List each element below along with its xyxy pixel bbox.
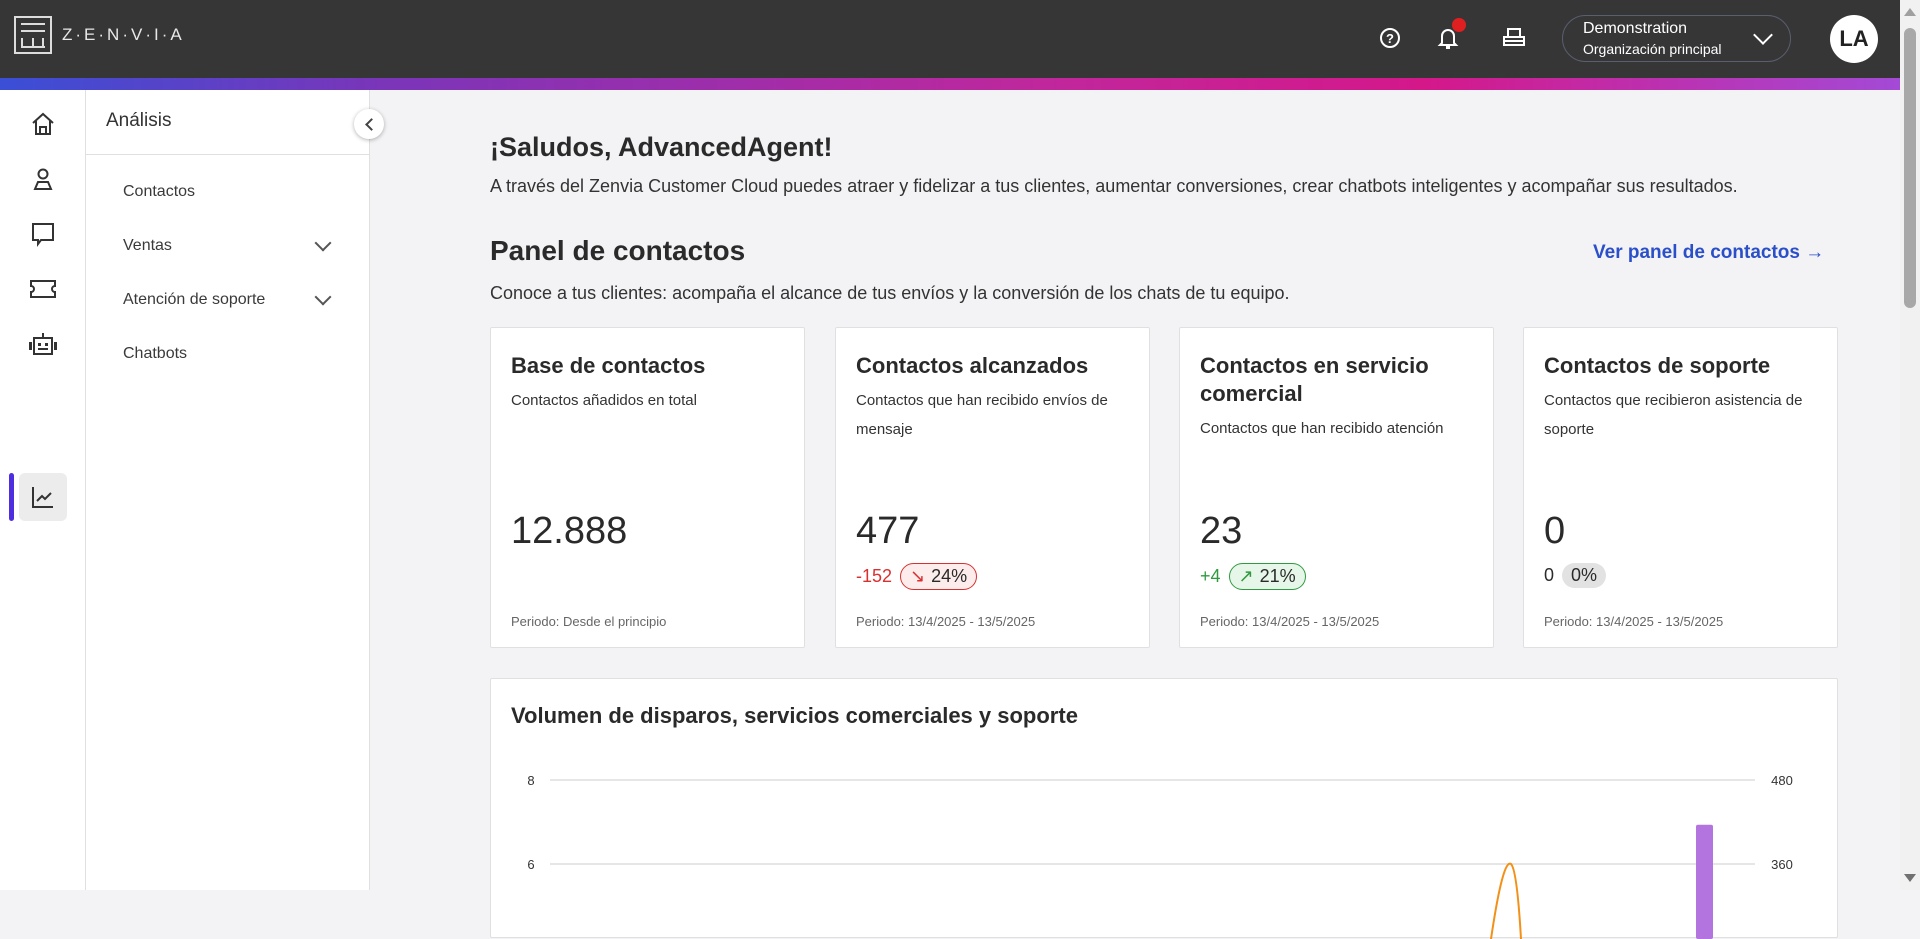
- card-title: Contactos en servicio comercial: [1200, 353, 1429, 406]
- zenvia-logo[interactable]: Z·E·N·V·I·A: [14, 16, 185, 54]
- y-left-tick-label: 6: [527, 857, 534, 872]
- card-period: Periodo: 13/4/2025 - 13/5/2025: [1200, 614, 1380, 629]
- home-icon[interactable]: [19, 100, 67, 148]
- analytics-icon[interactable]: [19, 473, 67, 521]
- y-right-tick-label: 480: [1771, 773, 1793, 788]
- scroll-down-icon[interactable]: [1904, 874, 1916, 882]
- avatar[interactable]: LA: [1830, 15, 1878, 63]
- trend-badge: ↗ 21%: [1228, 563, 1306, 590]
- trend-badge: 0%: [1562, 563, 1607, 588]
- scrollbar-thumb[interactable]: [1904, 28, 1916, 308]
- sidebar-item-ventas[interactable]: Ventas: [86, 219, 369, 273]
- card-title: Contactos alcanzados: [856, 353, 1089, 378]
- bell-icon[interactable]: [1434, 18, 1466, 52]
- card-value: 0: [1544, 510, 1566, 552]
- trend-badge: ↘ 24%: [900, 563, 978, 590]
- contact-icon[interactable]: [19, 155, 67, 203]
- card-value: 23: [1200, 510, 1243, 552]
- chevron-left-icon: [364, 117, 378, 131]
- printer-icon[interactable]: [1500, 24, 1528, 52]
- volume-chart: 8 480 6 360: [527, 773, 1793, 939]
- card-period: Periodo: 13/4/2025 - 13/5/2025: [856, 614, 1036, 629]
- card-description: Contactos que recibieron asistencia de s…: [1544, 392, 1803, 438]
- card-description: Contactos añadidos en total: [511, 392, 697, 409]
- card-delta: +4: [1200, 566, 1221, 586]
- card-period: Periodo: 13/4/2025 - 13/5/2025: [1544, 614, 1724, 629]
- volume-chart-card: Volumen de disparos, servicios comercial…: [490, 678, 1838, 939]
- sidebar-item-label: Chatbots: [123, 345, 188, 362]
- chart-title: Volumen de disparos, servicios comercial…: [511, 703, 1078, 728]
- sidebar-item-atencion-soporte[interactable]: Atención de soporte: [86, 273, 369, 327]
- gradient-divider: [0, 78, 1900, 90]
- chevron-down-icon: [314, 288, 332, 306]
- sidebar-item-label: Contactos: [123, 183, 196, 200]
- organization-selector[interactable]: Demonstration Organización principal: [1562, 15, 1791, 62]
- logo-mark-icon: [14, 16, 52, 54]
- sidebar-item-label: Ventas: [123, 237, 172, 254]
- top-bar: Z·E·N·V·I·A ? Demonstration Organización…: [0, 0, 1900, 78]
- sidebar-item-chatbots[interactable]: Chatbots: [86, 327, 369, 381]
- org-sub: Organización principal: [1583, 41, 1722, 57]
- view-contacts-panel-link[interactable]: Ver panel de contactos →: [1593, 242, 1825, 263]
- sidebar-title: Análisis: [86, 90, 369, 155]
- trend-percent: 0%: [1571, 565, 1598, 585]
- card-delta: -152: [856, 566, 893, 586]
- card-contactos-servicio-comercial: Contactos en servicio comercial Contacto…: [1179, 327, 1494, 648]
- help-icon[interactable]: ?: [1376, 24, 1404, 52]
- scroll-up-icon[interactable]: [1904, 8, 1916, 16]
- greeting-subtitle: A través del Zenvia Customer Cloud puede…: [490, 176, 1738, 196]
- brand-name: Z·E·N·V·I·A: [62, 25, 185, 44]
- card-contactos-soporte: Contactos de soporte Contactos que recib…: [1523, 327, 1838, 648]
- notification-badge: [1452, 18, 1466, 32]
- card-delta: 0: [1544, 565, 1555, 585]
- card-value: 12.888: [511, 510, 628, 552]
- card-title: Contactos de soporte: [1544, 353, 1771, 378]
- greeting-title: ¡Saludos, AdvancedAgent!: [490, 132, 833, 162]
- card-description: Contactos que han recibido atención: [1200, 420, 1444, 437]
- card-description: Contactos que han recibido envíos de men…: [856, 392, 1108, 438]
- sidebar-item-label: Atención de soporte: [123, 291, 266, 308]
- chevron-down-icon: [314, 234, 332, 252]
- card-title: Base de contactos: [511, 353, 706, 378]
- card-base-contactos: Base de contactos Contactos añadidos en …: [490, 327, 805, 648]
- collapse-sidebar-button[interactable]: [354, 109, 384, 139]
- scrollbar[interactable]: [1900, 0, 1920, 890]
- trend-percent: 24%: [931, 566, 968, 586]
- arrow-down-right-icon: ↘: [910, 566, 926, 586]
- chat-icon[interactable]: [19, 210, 67, 258]
- org-name: Demonstration: [1583, 20, 1688, 37]
- svg-text:?: ?: [1386, 31, 1394, 46]
- sidebar: Análisis Contactos Ventas Atención de so…: [86, 90, 370, 890]
- ticket-icon[interactable]: [19, 265, 67, 313]
- chart-line: [1490, 862, 1522, 939]
- panel-description: Conoce a tus clientes: acompaña el alcan…: [490, 283, 1290, 303]
- y-left-tick-label: 8: [527, 773, 534, 788]
- card-contactos-alcanzados: Contactos alcanzados Contactos que han r…: [835, 327, 1150, 648]
- active-indicator: [9, 473, 14, 521]
- panel-title: Panel de contactos: [490, 235, 746, 266]
- sidebar-item-contactos[interactable]: Contactos: [86, 165, 369, 219]
- bot-icon[interactable]: [19, 320, 67, 368]
- y-right-tick-label: 360: [1771, 857, 1793, 872]
- chart-bar: [1696, 824, 1713, 939]
- card-period: Periodo: Desde el principio: [511, 614, 667, 629]
- icon-rail: [0, 90, 86, 890]
- arrow-up-right-icon: ↗: [1238, 566, 1254, 586]
- card-value: 477: [856, 510, 920, 552]
- trend-percent: 21%: [1259, 566, 1296, 586]
